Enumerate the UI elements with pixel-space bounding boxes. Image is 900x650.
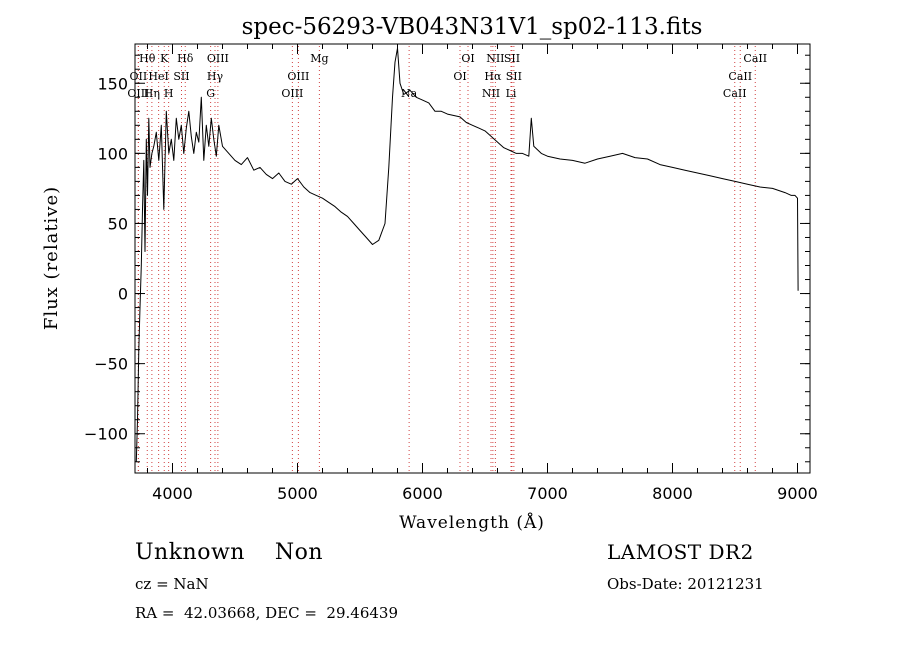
line-label: SII xyxy=(504,52,520,65)
line-label: HeI xyxy=(148,70,168,83)
line-label: Hη xyxy=(144,87,160,100)
survey-name-text: LAMOST DR2 xyxy=(607,540,754,564)
line-label: NII xyxy=(486,52,504,65)
y-tick-label: −100 xyxy=(84,425,128,444)
line-label: Li xyxy=(506,87,517,100)
line-label: Hγ xyxy=(207,70,224,83)
y-tick-label: 50 xyxy=(108,214,128,233)
object-class-text: Unknown Non xyxy=(135,540,324,565)
redshift-text: cz = NaN xyxy=(135,575,209,593)
x-axis: 4000 5000 6000 7000 8000 9000 xyxy=(147,44,818,503)
line-label: CaII xyxy=(723,87,747,100)
x-tick-label: 9000 xyxy=(777,484,818,503)
y-axis-label: Flux (relative) xyxy=(41,186,62,330)
x-tick-label: 4000 xyxy=(152,484,193,503)
y-axis: −100 −50 0 50 100 150 xyxy=(84,54,810,463)
y-tick-label: 150 xyxy=(97,74,128,93)
x-tick-label: 8000 xyxy=(652,484,693,503)
line-label: OIII xyxy=(281,87,303,100)
line-label: H xyxy=(164,87,174,100)
line-label: CaII xyxy=(743,52,767,65)
line-label: OI xyxy=(461,52,474,65)
line-label: NII xyxy=(482,87,500,100)
line-label: OII xyxy=(130,70,148,83)
line-label: SII xyxy=(506,70,522,83)
y-tick-label: 100 xyxy=(97,144,128,163)
x-tick-label: 6000 xyxy=(402,484,443,503)
x-axis-label: Wavelength (Å) xyxy=(399,512,545,533)
line-label: Na xyxy=(401,87,418,100)
plot-frame xyxy=(134,43,811,474)
line-label: Mg xyxy=(310,52,328,65)
spectrum-line xyxy=(135,47,799,462)
line-label: G xyxy=(206,87,215,100)
line-label: OIII xyxy=(287,70,309,83)
line-label: CaII xyxy=(728,70,752,83)
x-tick-label: 5000 xyxy=(277,484,318,503)
emission-line-markers xyxy=(137,46,756,473)
line-label: OIII xyxy=(127,87,149,100)
spectrum-series xyxy=(135,47,799,462)
line-label: Hα xyxy=(484,70,502,83)
y-tick-label: 0 xyxy=(118,285,128,304)
line-label: Hθ xyxy=(139,52,156,65)
line-label: OIII xyxy=(207,52,229,65)
x-tick-label: 7000 xyxy=(527,484,568,503)
line-label: SII xyxy=(173,70,189,83)
line-label: Hδ xyxy=(177,52,194,65)
obs-date-text: Obs-Date: 20121231 xyxy=(607,575,764,593)
line-label: OI xyxy=(453,70,466,83)
chart-title: spec-56293-VB043N31V1_sp02-113.fits xyxy=(242,14,703,40)
y-tick-label: −50 xyxy=(94,355,128,374)
line-label: K xyxy=(160,52,169,65)
ra-dec-text: RA = 42.03668, DEC = 29.46439 xyxy=(135,604,399,622)
